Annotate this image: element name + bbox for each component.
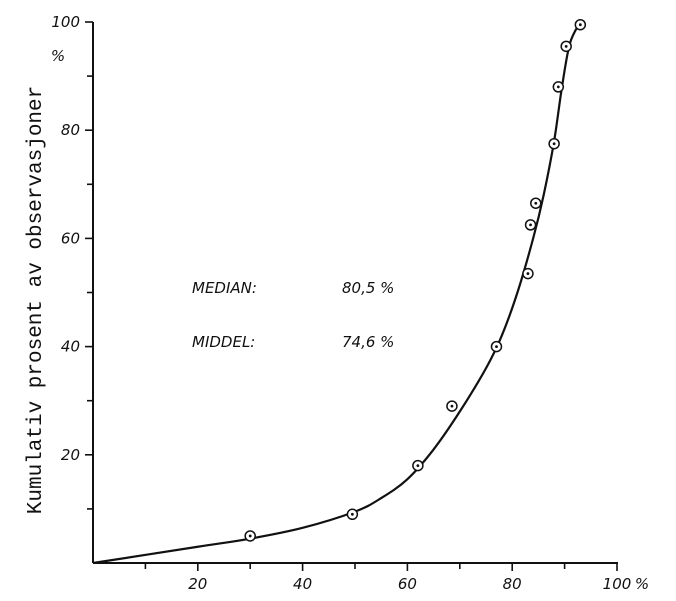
data-point-dot bbox=[529, 223, 532, 227]
data-point bbox=[552, 81, 565, 93]
fitted-curve bbox=[92, 21, 582, 565]
y-tick-label: 60 bbox=[61, 229, 80, 247]
x-tick-label: 40 bbox=[293, 575, 312, 593]
data-point-dot bbox=[450, 404, 454, 408]
data-point bbox=[490, 340, 503, 353]
data-point bbox=[522, 267, 534, 280]
x-tick-label: 80 bbox=[503, 575, 522, 593]
y-unit-label: % bbox=[51, 47, 65, 65]
data-point-dot bbox=[556, 85, 560, 89]
data-point-dot bbox=[564, 44, 568, 48]
y-tick-label: 20 bbox=[61, 446, 80, 464]
y-axis-label: Kumulativ prosent av observasjoner bbox=[25, 86, 48, 514]
data-point bbox=[412, 459, 424, 472]
x-unit-label: % bbox=[635, 575, 649, 593]
x-tick-label: 100 bbox=[603, 575, 632, 593]
data-points bbox=[244, 18, 587, 542]
data-point bbox=[560, 40, 572, 53]
data-point bbox=[446, 400, 458, 412]
data-point-dot bbox=[534, 201, 538, 205]
annotation-value: 80,5 % bbox=[342, 279, 394, 297]
data-point-dot bbox=[578, 23, 582, 27]
data-point bbox=[530, 197, 542, 209]
data-point bbox=[524, 219, 537, 231]
data-point-dot bbox=[552, 142, 556, 146]
x-tick-label: 20 bbox=[188, 575, 207, 593]
data-point-dot bbox=[526, 272, 530, 275]
annotation-label: MIDDEL: bbox=[192, 333, 255, 351]
data-point bbox=[548, 137, 560, 150]
data-point-dot bbox=[350, 512, 354, 516]
data-point-dot bbox=[248, 534, 252, 538]
x-tick-label: 60 bbox=[398, 575, 417, 593]
y-tick-label: 80 bbox=[61, 121, 80, 139]
data-point bbox=[244, 530, 256, 542]
annotation-value: 74,6 % bbox=[342, 333, 394, 351]
y-tick-label: 100 bbox=[51, 13, 80, 31]
data-point-dot bbox=[495, 345, 498, 348]
ticks bbox=[85, 21, 618, 571]
annotation-label: MEDIAN: bbox=[192, 279, 257, 297]
tick-labels: 20 40 60 80 100 20 40 60 80 100 bbox=[51, 13, 631, 593]
data-point bbox=[346, 508, 359, 521]
y-tick-label: 40 bbox=[61, 338, 80, 356]
data-point-dot bbox=[416, 464, 420, 468]
annotations: MEDIAN: 80,5 % MIDDEL: 74,6 % bbox=[192, 279, 394, 351]
data-point bbox=[574, 18, 587, 31]
